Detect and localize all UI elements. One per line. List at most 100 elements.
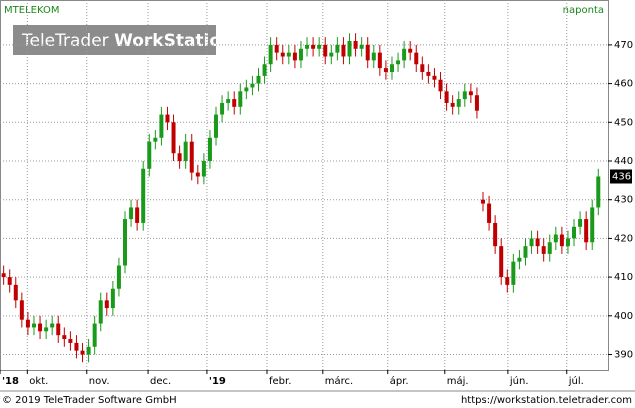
candle-body [183, 141, 188, 162]
candle-body [323, 44, 328, 57]
candle-body [238, 91, 243, 107]
watermark-part: WorkStation [114, 31, 233, 51]
candle-body [207, 137, 212, 162]
candle-body [402, 48, 407, 61]
chart-subtitle: naponta [563, 5, 604, 16]
candle-body [468, 91, 473, 96]
y-tick-label: 470 [614, 40, 633, 51]
candle-body [377, 52, 382, 69]
candle-body [541, 246, 546, 254]
candle-body [462, 91, 467, 100]
watermark-part: TeleTrader [21, 31, 109, 51]
candle-body [159, 114, 164, 138]
candle-body [19, 300, 24, 320]
candle-body [474, 95, 479, 111]
watermark-text: TeleTrader WorkStation [21, 31, 233, 51]
y-tick-label: 390 [614, 350, 633, 361]
candle-body [1, 273, 6, 278]
candle-body [110, 288, 115, 309]
x-tick-label: máj. [447, 375, 469, 387]
x-tick-label: '18 [2, 376, 19, 387]
y-tick-label: 420 [614, 233, 633, 244]
candle-body [311, 44, 316, 49]
candle-body [305, 44, 310, 49]
candle-body [280, 52, 285, 57]
candle-body [80, 350, 85, 355]
candle-body [596, 176, 601, 208]
candle-body [274, 44, 279, 53]
candle-body [553, 234, 558, 243]
x-tick-label: márc. [325, 375, 353, 387]
candle-body [565, 238, 570, 247]
candle-body [529, 238, 534, 247]
y-tick-label: 430 [614, 195, 633, 206]
candle-body [523, 246, 528, 258]
candle-body [456, 99, 461, 107]
candle-body [505, 277, 510, 285]
footer-url: https://workstation.teletrader.com [461, 395, 632, 406]
x-tick-label: nov. [89, 376, 110, 387]
candle-body [92, 323, 97, 347]
candle-body [31, 323, 36, 328]
candle-body [122, 219, 127, 266]
candle-body [292, 52, 297, 61]
candle-body [389, 64, 394, 72]
candle-body [481, 199, 486, 204]
candle-body [511, 261, 516, 285]
x-tick-label: jún. [509, 375, 529, 387]
candle-body [578, 219, 583, 227]
candle-body [38, 323, 43, 332]
candle-body [298, 48, 303, 61]
candle-body [141, 168, 146, 223]
candle-body [135, 207, 140, 223]
candle-body [250, 83, 255, 88]
candle-body [547, 242, 552, 254]
candle-body [396, 60, 401, 65]
candle-body [44, 327, 49, 332]
candle-body [195, 172, 200, 177]
candle-body [56, 323, 61, 336]
candle-body [341, 44, 346, 57]
candle-body [116, 265, 121, 289]
last-price-box [610, 169, 632, 184]
watermark-box [13, 25, 216, 55]
candle-body [129, 207, 134, 220]
x-tick-label: febr. [269, 376, 291, 387]
plot-area [0, 0, 609, 371]
candle-body [444, 91, 449, 103]
candle-body [13, 284, 18, 301]
candle-body [432, 75, 437, 80]
x-tick-label: dec. [150, 376, 171, 387]
candle-body [414, 52, 419, 65]
x-tick-label: júl. [568, 375, 584, 387]
candle-body [165, 114, 170, 123]
candle-body [383, 68, 388, 72]
candle-body [201, 161, 206, 177]
candle-body [256, 75, 261, 84]
candle-body [268, 44, 273, 65]
candle-body [371, 52, 376, 61]
candle-body [147, 141, 152, 169]
candle-body [517, 257, 522, 262]
candle-body [262, 64, 267, 76]
y-tick-label: 440 [614, 156, 633, 167]
candle-body [98, 300, 103, 324]
x-tick-label: ápr. [390, 375, 409, 387]
candle-body [7, 277, 12, 285]
candle-body [177, 153, 182, 162]
candle-body [62, 335, 67, 340]
candle-body [499, 246, 504, 278]
watermark: TeleTrader WorkStation [13, 25, 233, 55]
candle-body [590, 207, 595, 243]
candle-body [50, 323, 55, 328]
x-tick-label: '19 [209, 376, 226, 387]
candle-body [74, 342, 79, 351]
y-tick-label: 400 [614, 311, 633, 322]
x-tick-label: okt. [29, 376, 48, 387]
candle-body [347, 41, 352, 57]
candle-body [408, 48, 413, 53]
y-tick-label: 450 [614, 117, 633, 128]
candle-body [286, 52, 291, 57]
candle-body [572, 226, 577, 239]
